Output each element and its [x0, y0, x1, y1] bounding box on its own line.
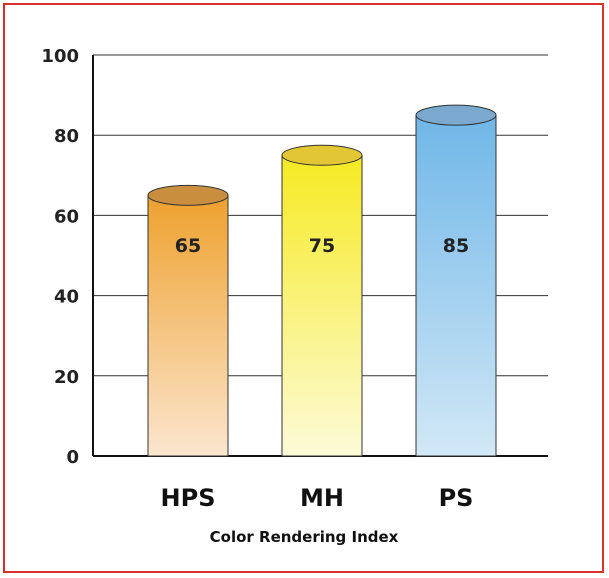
bar-top-hps	[147, 184, 229, 206]
category-label-ps: PS	[439, 484, 474, 512]
bar-mh	[281, 144, 363, 457]
bar-hps	[147, 184, 229, 457]
x-axis-title: Color Rendering Index	[210, 528, 399, 546]
labels: 0 20 40 60 80 100 65 HPS 75 MH 85 PS Color Rendering…	[41, 46, 473, 546]
y-tick-label-80: 80	[54, 126, 79, 147]
y-tick-label-100: 100	[41, 46, 79, 67]
bar-body-mh	[281, 154, 363, 457]
y-tick-label-40: 40	[54, 287, 79, 308]
bar-top-mh	[281, 144, 363, 166]
bar-top-ps	[415, 104, 497, 126]
bars	[147, 104, 497, 457]
value-label-ps: 85	[443, 235, 469, 257]
bar-body-hps	[147, 194, 229, 457]
y-tick-label-20: 20	[54, 367, 79, 388]
y-tick-label-0: 0	[66, 447, 79, 468]
y-tick-label-60: 60	[54, 206, 79, 227]
bar-ps	[415, 104, 497, 457]
category-label-mh: MH	[300, 484, 344, 512]
value-label-mh: 75	[309, 235, 335, 257]
value-label-hps: 65	[175, 235, 201, 257]
bar-body-ps	[415, 114, 497, 457]
category-label-hps: HPS	[161, 484, 216, 512]
